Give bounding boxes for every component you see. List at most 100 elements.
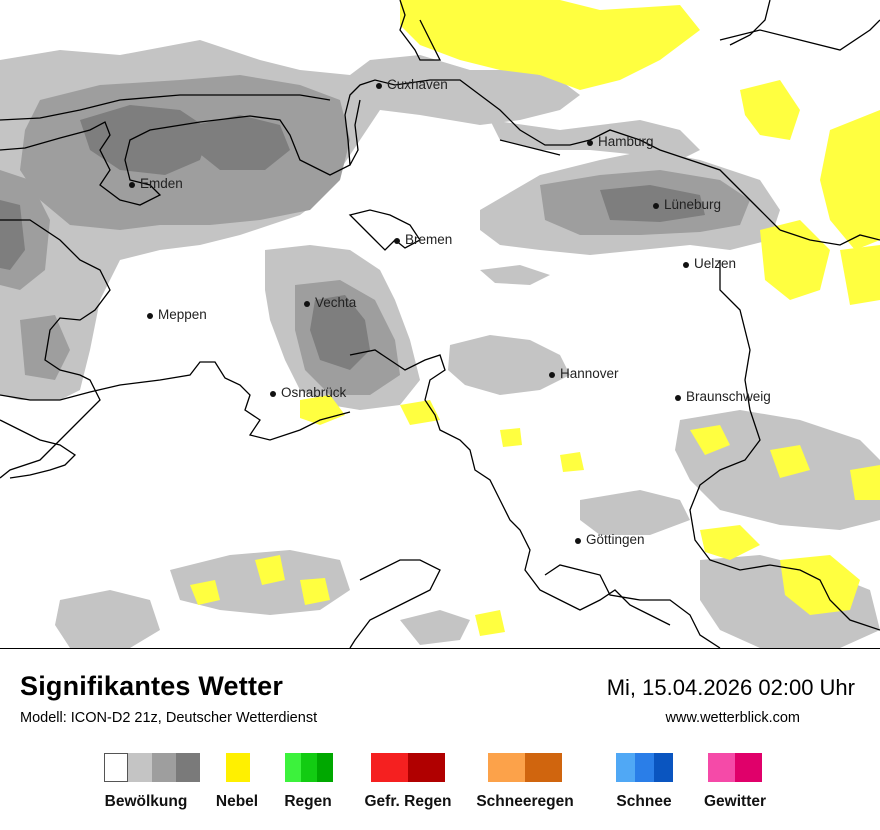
city-label: Bremen: [405, 232, 452, 247]
legend-cloud: Bewölkung: [104, 753, 200, 810]
legend-swatch: [285, 753, 301, 782]
legend-freezing-rain: Gefr. Regen: [365, 753, 452, 810]
city-dot: [394, 238, 400, 244]
coastline: [729, 0, 771, 46]
borders-layer: [0, 0, 880, 648]
city-dot: [587, 140, 593, 146]
city-dot: [675, 395, 681, 401]
city-label: Vechta: [315, 295, 357, 310]
legend-swatch: [735, 753, 762, 782]
map-title: Signifikantes Wetter: [20, 671, 284, 701]
fog-area: [500, 428, 522, 447]
map-footer: Signifikantes Wetter Modell: ICON-D2 21z…: [0, 649, 880, 830]
legend-fog: Nebel: [216, 753, 258, 810]
cloud-area: [600, 185, 705, 222]
cloud-area: [580, 490, 690, 535]
legend-swatch: [635, 753, 654, 782]
city-lueneburg: Lüneburg: [653, 197, 721, 212]
legend-label: Nebel: [215, 793, 259, 810]
fog-area: [255, 555, 285, 585]
city-meppen: Meppen: [147, 307, 207, 322]
forecast-datetime: Mi, 15.04.2026 02:00 Uhr: [606, 675, 855, 700]
model-source: Modell: ICON-D2 21z, Deutscher Wetterdie…: [20, 710, 318, 726]
cities-layer: Cuxhaven Hamburg Emden Lüneburg Bremen U…: [129, 77, 771, 547]
fog-area: [850, 465, 880, 500]
legend-swatch: [104, 753, 128, 782]
city-dot: [575, 538, 581, 544]
country-border: [0, 419, 77, 479]
legend-swatch: [525, 753, 562, 782]
legend-label: Gefr. Regen: [364, 793, 452, 810]
city-label: Meppen: [158, 307, 207, 322]
legend-swatch: [654, 753, 673, 782]
legend-swatch: [408, 753, 445, 782]
city-label: Osnabrück: [281, 385, 347, 400]
city-dot: [683, 262, 689, 268]
legend-swatch: [176, 753, 200, 782]
city-bremen: Bremen: [394, 232, 452, 247]
coastline: [0, 79, 781, 231]
legend-label: Bewölkung: [104, 793, 188, 810]
cloud-dark-layer: [0, 105, 705, 370]
cloud-area: [20, 315, 70, 380]
coastline: [399, 0, 442, 61]
legend-swatches: [285, 753, 333, 782]
city-label: Hamburg: [598, 134, 654, 149]
website-link[interactable]: www.wetterblick.com: [665, 710, 800, 726]
legend-swatch: [488, 753, 525, 782]
city-dot: [304, 301, 310, 307]
coastline: [719, 19, 880, 51]
state-border: [348, 209, 421, 251]
legend-swatch: [371, 753, 408, 782]
cloud-area: [490, 120, 700, 160]
map-canvas: Cuxhaven Hamburg Emden Lüneburg Bremen U…: [0, 0, 880, 648]
legend-label: Gewitter: [703, 793, 767, 810]
legend-swatch: [317, 753, 333, 782]
state-border: [779, 229, 880, 246]
fog-area: [560, 452, 584, 472]
weather-map: Cuxhaven Hamburg Emden Lüneburg Bremen U…: [0, 0, 880, 649]
coastline: [499, 139, 561, 156]
fog-area: [190, 580, 220, 605]
city-dot: [549, 372, 555, 378]
legend-swatches: [488, 753, 562, 782]
fog-area: [400, 400, 440, 425]
city-label: Emden: [140, 176, 183, 191]
legend-swatches: [371, 753, 445, 782]
fog-area: [475, 610, 505, 636]
city-dot: [147, 313, 153, 319]
legend-label: Regen: [284, 793, 332, 810]
city-uelzen: Uelzen: [683, 256, 736, 271]
city-label: Cuxhaven: [387, 77, 448, 92]
legend-snow: Schnee: [616, 753, 673, 810]
city-label: Braunschweig: [686, 389, 771, 404]
legend-swatches: [226, 753, 250, 782]
cloud-area: [80, 105, 210, 175]
cloud-area: [195, 115, 290, 170]
city-label: Göttingen: [586, 532, 645, 547]
state-border: [349, 349, 671, 626]
legend-swatch: [152, 753, 176, 782]
fog-area: [760, 220, 830, 300]
legend-sleet: Schneeregen: [476, 753, 574, 810]
legend-swatch: [226, 753, 250, 782]
legend-swatch: [708, 753, 735, 782]
cloud-area: [55, 590, 160, 648]
city-cuxhaven: Cuxhaven: [376, 77, 448, 92]
city-osnabrueck: Osnabrück: [270, 385, 347, 400]
legend-swatch: [616, 753, 635, 782]
fog-area: [690, 425, 730, 455]
fog-area: [300, 578, 330, 605]
state-border: [689, 260, 880, 631]
cloud-area: [0, 200, 25, 270]
legend-thunderstorm: Gewitter: [704, 753, 766, 810]
legend-swatch: [128, 753, 152, 782]
city-label: Uelzen: [694, 256, 736, 271]
fog-area: [770, 445, 810, 478]
city-hamburg: Hamburg: [587, 134, 654, 149]
state-border: [0, 219, 111, 479]
city-hannover: Hannover: [549, 366, 619, 381]
cloud-area: [310, 295, 370, 370]
legend-swatches: [104, 753, 200, 782]
city-label: Lüneburg: [664, 197, 721, 212]
